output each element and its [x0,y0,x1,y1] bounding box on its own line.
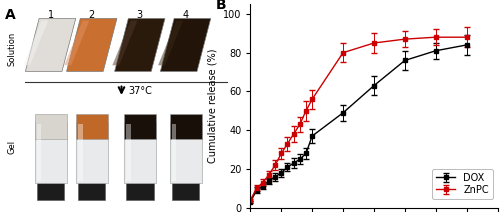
Polygon shape [114,18,165,71]
Bar [172,124,176,181]
Polygon shape [66,18,117,71]
Bar [37,124,42,181]
Polygon shape [160,18,210,71]
Bar [126,124,130,181]
Text: 37°C: 37°C [128,86,152,96]
Text: 1: 1 [48,10,54,20]
Bar [76,114,108,139]
Bar [78,124,82,181]
Text: Gel: Gel [7,140,16,154]
Bar [172,183,200,200]
Text: B: B [216,0,226,12]
Bar [78,183,106,200]
Text: 3: 3 [136,10,143,20]
Bar [170,114,202,139]
Text: Solution: Solution [7,32,16,66]
Polygon shape [158,21,184,65]
Bar [37,183,64,200]
Bar [34,114,66,139]
Text: A: A [5,8,15,22]
Legend: DOX, ZnPC: DOX, ZnPC [432,169,492,199]
Text: 2: 2 [88,10,95,20]
Bar [76,122,108,183]
Bar [126,183,154,200]
Polygon shape [23,21,48,65]
Bar [124,122,156,183]
Text: 4: 4 [182,10,188,20]
Y-axis label: Cumulative release (%): Cumulative release (%) [208,49,218,163]
Bar [34,122,66,183]
Bar [170,122,202,183]
Bar [124,114,156,139]
Polygon shape [64,21,90,65]
Polygon shape [112,21,138,65]
Polygon shape [26,18,76,71]
